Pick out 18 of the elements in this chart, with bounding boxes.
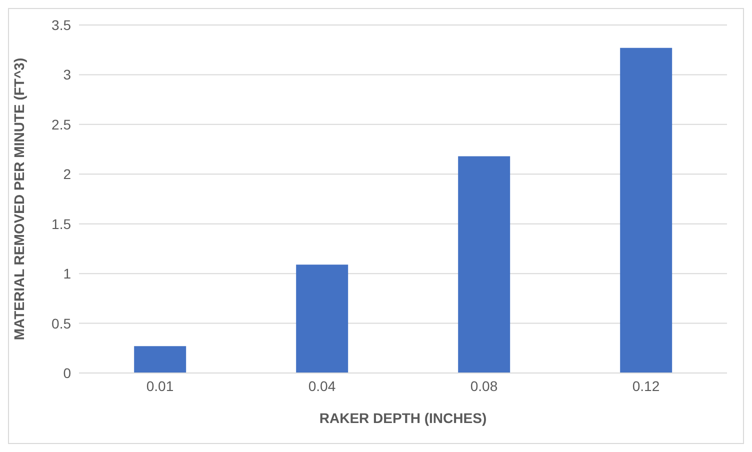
x-axis-title: RAKER DEPTH (INCHES) — [319, 410, 487, 426]
y-tick-label: 1.5 — [52, 216, 72, 232]
y-tick-label: 3 — [63, 66, 72, 83]
y-axis-title: MATERIAL REMOVED PER MINUTE (FT^3) — [10, 58, 27, 340]
bar — [134, 346, 186, 373]
y-tick-label: 0.5 — [52, 315, 72, 332]
x-tick-label: 0.01 — [146, 378, 174, 394]
y-tick-label: 2.5 — [52, 116, 72, 132]
bar — [296, 264, 348, 373]
y-tick-label: 3.5 — [52, 16, 72, 33]
x-tick-label: 0.08 — [470, 378, 498, 394]
y-tick-label: 0 — [63, 364, 72, 381]
x-tick-label: 0.04 — [308, 378, 336, 394]
x-tick-label: 0.12 — [632, 378, 660, 394]
bar — [620, 48, 672, 373]
y-tick-label: 1 — [63, 266, 72, 282]
y-tick-label: 2 — [63, 166, 72, 182]
bar — [458, 156, 510, 373]
